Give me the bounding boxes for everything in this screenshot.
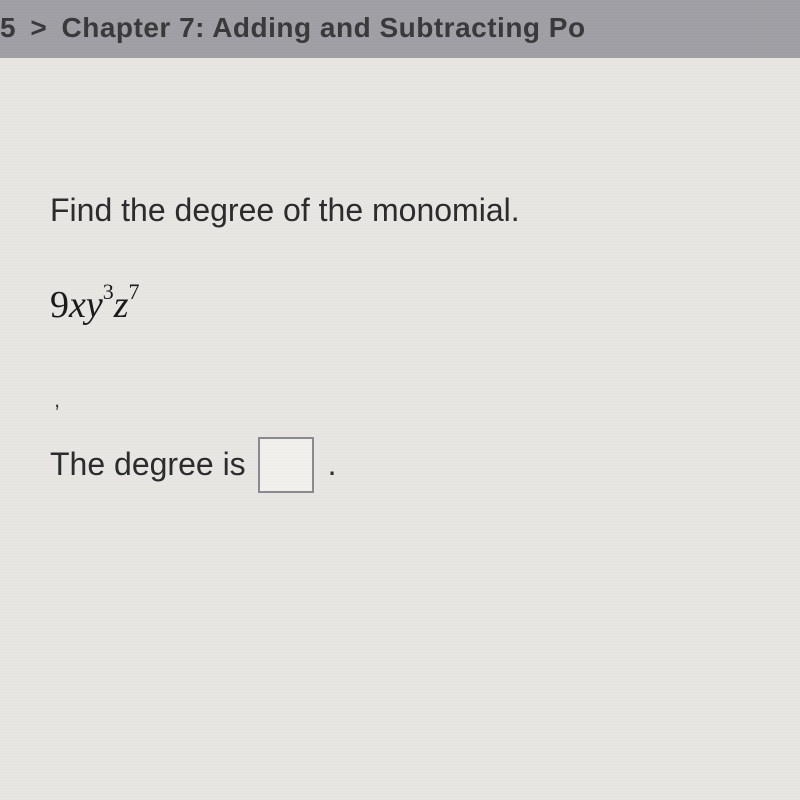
breadcrumb-chapter-link[interactable]: Chapter 7: Adding and Subtracting Po	[62, 12, 586, 43]
math-variable-y: y	[86, 284, 103, 326]
answer-period: .	[328, 446, 337, 483]
answer-label: The degree is	[50, 446, 246, 483]
math-variable-z: z	[114, 284, 129, 326]
breadcrumb-bar: 5 > Chapter 7: Adding and Subtracting Po	[0, 0, 800, 58]
question-instruction: Find the degree of the monomial.	[50, 188, 750, 233]
math-exponent-y: 3	[103, 279, 114, 304]
degree-answer-input[interactable]	[258, 437, 314, 493]
answer-row: The degree is .	[50, 437, 750, 493]
cursor-mark: ,	[50, 387, 750, 413]
math-exponent-z: 7	[129, 279, 140, 304]
math-variable-x: x	[69, 284, 86, 326]
breadcrumb-prefix: 5	[0, 12, 16, 43]
math-coefficient: 9	[50, 284, 69, 326]
breadcrumb-arrow: >	[30, 12, 47, 43]
math-expression: 9xy3z7	[50, 283, 750, 327]
question-content: Find the degree of the monomial. 9xy3z7 …	[0, 58, 800, 533]
